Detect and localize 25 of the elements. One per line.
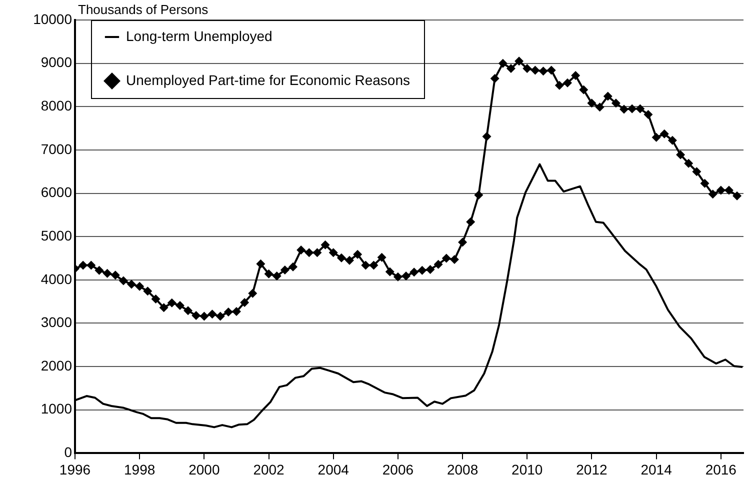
- x-tick-label: 2012: [576, 461, 608, 478]
- y-tick-label: 3000: [40, 314, 72, 330]
- x-tick-label: 2002: [253, 461, 285, 478]
- x-tick-label: 2000: [188, 461, 220, 478]
- x-tick-label: 2016: [705, 461, 737, 478]
- y-tick-label: 7000: [40, 140, 72, 157]
- legend-label: Long-term Unemployed: [126, 28, 272, 44]
- x-tick-label: 2006: [382, 461, 414, 478]
- y-axis-title: Thousands of Persons: [78, 2, 208, 17]
- x-tick-label: 2004: [318, 461, 350, 478]
- y-tick-label: 6000: [40, 184, 72, 200]
- legend-label: Unemployed Part-time for Economic Reasons: [126, 72, 410, 88]
- x-tick-label: 1996: [59, 461, 91, 478]
- y-tick-label: 10000: [33, 10, 72, 27]
- x-tick-label: 1998: [124, 461, 156, 478]
- y-tick-label: 2000: [40, 357, 72, 374]
- y-tick-label: 4000: [40, 270, 72, 287]
- y-tick-label: 9000: [40, 54, 72, 70]
- y-tick-label: 8000: [40, 98, 72, 114]
- x-tick-label: 2010: [512, 461, 543, 478]
- x-tick-label: 2014: [640, 461, 672, 478]
- y-tick-label: 5000: [40, 227, 72, 244]
- y-tick-label: 1000: [40, 400, 72, 417]
- y-tick-label: 0: [64, 444, 72, 460]
- x-tick-label: 2008: [446, 461, 478, 478]
